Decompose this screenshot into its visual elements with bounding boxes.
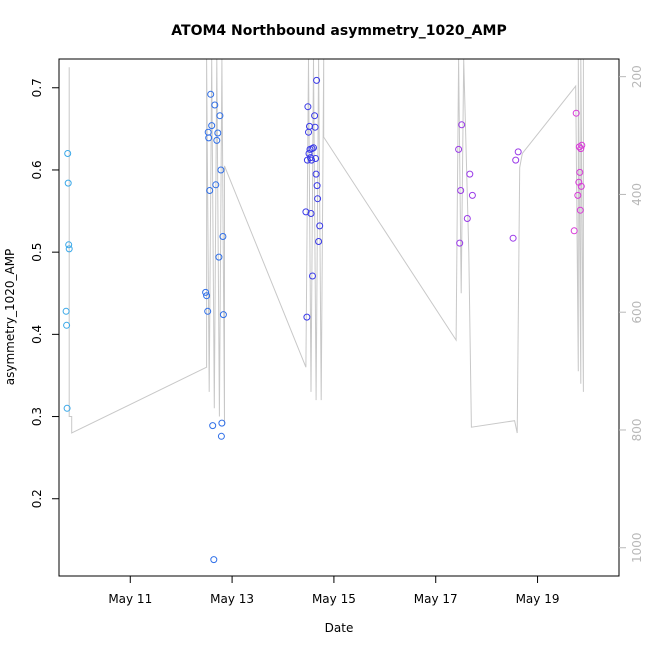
- data-point: [314, 195, 322, 203]
- data-point: [204, 307, 212, 315]
- x-axis: May 11 May 13 May 15 May 17 May 19: [108, 576, 559, 606]
- data-point: [457, 187, 465, 194]
- data-point: [202, 288, 210, 296]
- data-point: [313, 182, 321, 190]
- data-point: [205, 134, 213, 142]
- series-1: [62, 150, 73, 412]
- data-point: [576, 206, 584, 214]
- data-point: [219, 311, 227, 319]
- data-point: [217, 166, 225, 174]
- x-axis-label: Date: [325, 621, 354, 635]
- y2-tick-label: 400: [630, 183, 644, 206]
- series-2: [202, 90, 227, 564]
- data-point: [64, 150, 72, 157]
- data-point: [203, 292, 211, 300]
- y2-tick-label: 200: [630, 65, 644, 88]
- chart-title: ATOM4 Northbound asymmetry_1020_AMP: [171, 23, 506, 39]
- data-point: [204, 128, 212, 136]
- data-point: [214, 129, 222, 137]
- data-point: [213, 136, 221, 144]
- y-axis: 0.2 0.3 0.4 0.5 0.6 0.7: [30, 78, 59, 508]
- x-tick-label: May 13: [210, 592, 254, 606]
- y-tick-label: 0.3: [30, 407, 44, 426]
- data-point: [305, 150, 313, 157]
- overlay-layer: [68, 58, 584, 434]
- data-point: [313, 76, 321, 84]
- data-point: [303, 313, 311, 321]
- data-point: [217, 432, 225, 440]
- data-point: [305, 128, 312, 136]
- y2-tick-label: 800: [630, 419, 644, 442]
- data-point: [209, 422, 217, 430]
- y-tick-label: 0.5: [30, 243, 44, 262]
- data-point: [310, 144, 317, 152]
- data-point: [456, 239, 464, 247]
- data-point: [308, 156, 315, 164]
- data-point: [578, 141, 586, 149]
- y-tick-label: 0.6: [30, 160, 44, 179]
- data-point: [312, 170, 320, 178]
- y2-tick-label: 1000: [630, 532, 644, 563]
- points-layer: [62, 76, 586, 564]
- data-point: [65, 245, 73, 253]
- data-point: [311, 112, 319, 120]
- y-tick-label: 0.4: [30, 325, 44, 344]
- data-point: [65, 241, 73, 249]
- data-point: [210, 556, 218, 564]
- data-point: [577, 145, 585, 153]
- data-point: [468, 191, 476, 199]
- y2-tick-label: 600: [630, 301, 644, 324]
- data-point: [218, 419, 226, 427]
- data-point: [512, 156, 520, 164]
- x-tick-label: May 15: [312, 592, 356, 606]
- overlay-series-line: [68, 58, 584, 434]
- data-point: [211, 101, 219, 109]
- data-point: [316, 222, 324, 230]
- data-point: [208, 122, 216, 130]
- data-point: [570, 227, 578, 235]
- series-3: [302, 76, 324, 321]
- data-point: [315, 238, 323, 245]
- series-4: [455, 121, 522, 247]
- data-point: [463, 215, 471, 222]
- data-point: [455, 145, 463, 153]
- data-point: [63, 321, 71, 329]
- series-5: [570, 109, 586, 235]
- data-point: [304, 103, 312, 111]
- data-point: [572, 109, 580, 117]
- data-point: [219, 233, 227, 240]
- data-point: [311, 123, 319, 131]
- data-point: [576, 168, 584, 176]
- data-point: [207, 90, 215, 98]
- data-point: [307, 210, 315, 217]
- y-tick-label: 0.2: [30, 489, 44, 508]
- data-point: [216, 112, 224, 120]
- data-point: [514, 148, 522, 156]
- data-point: [64, 179, 72, 187]
- data-point: [466, 170, 474, 178]
- data-point: [215, 253, 223, 261]
- data-point: [62, 307, 70, 315]
- data-point: [206, 187, 214, 194]
- secondary-y-axis: 200 400 600 800 1000: [619, 65, 644, 563]
- x-tick-label: May 11: [108, 592, 152, 606]
- data-point: [509, 234, 517, 242]
- data-point: [63, 404, 71, 412]
- plot-frame: [58, 58, 620, 577]
- y-tick-label: 0.7: [30, 78, 44, 97]
- data-point: [458, 121, 466, 129]
- data-point: [309, 272, 316, 280]
- x-tick-label: May 19: [516, 592, 560, 606]
- y-axis-label: asymmetry_1020_AMP: [3, 249, 17, 386]
- x-tick-label: May 17: [414, 592, 458, 606]
- data-point: [577, 182, 585, 190]
- data-point: [212, 181, 220, 189]
- data-point: [574, 191, 582, 199]
- data-point: [312, 155, 320, 162]
